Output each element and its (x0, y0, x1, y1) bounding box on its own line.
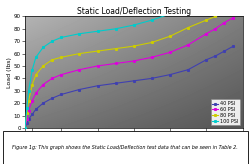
40 PSI (168, 74, 172, 76)
Line: 60 PSI: 60 PSI (24, 17, 234, 129)
40 PSI (150, 77, 154, 79)
100 PSI (42, 46, 45, 48)
100 PSI (78, 33, 81, 35)
Y-axis label: Load (lbs): Load (lbs) (8, 57, 12, 88)
100 PSI (25, 107, 28, 109)
Line: 80 PSI: 80 PSI (24, 9, 234, 129)
60 PSI (27, 110, 30, 112)
80 PSI (114, 48, 117, 50)
60 PSI (34, 92, 37, 94)
40 PSI (78, 89, 81, 91)
100 PSI (51, 40, 54, 42)
60 PSI (214, 28, 217, 30)
80 PSI (31, 84, 34, 86)
60 PSI (51, 77, 54, 79)
Legend: 40 PSI, 60 PSI, 80 PSI, 100 PSI: 40 PSI, 60 PSI, 80 PSI, 100 PSI (210, 99, 240, 125)
60 PSI (78, 69, 81, 71)
80 PSI (223, 12, 226, 14)
100 PSI (27, 90, 30, 92)
Title: Static Load/Deflection Testing: Static Load/Deflection Testing (77, 7, 191, 16)
40 PSI (214, 55, 217, 57)
80 PSI (205, 19, 208, 21)
60 PSI (168, 51, 172, 53)
60 PSI (25, 118, 28, 120)
100 PSI (60, 36, 63, 38)
80 PSI (78, 53, 81, 55)
40 PSI (25, 122, 28, 124)
40 PSI (27, 118, 30, 120)
60 PSI (223, 22, 226, 24)
60 PSI (96, 65, 99, 67)
40 PSI (60, 93, 63, 95)
80 PSI (24, 127, 26, 129)
40 PSI (31, 113, 34, 115)
60 PSI (31, 100, 34, 102)
100 PSI (34, 56, 37, 58)
60 PSI (186, 44, 190, 46)
80 PSI (214, 15, 217, 17)
80 PSI (168, 35, 172, 37)
80 PSI (96, 50, 99, 52)
100 PSI (168, 13, 172, 15)
100 PSI (150, 19, 154, 21)
X-axis label: Deflection (in): Deflection (in) (112, 138, 156, 144)
60 PSI (132, 60, 135, 62)
60 PSI (60, 74, 63, 76)
100 PSI (31, 69, 34, 71)
40 PSI (132, 80, 135, 82)
80 PSI (51, 59, 54, 61)
40 PSI (34, 108, 37, 110)
80 PSI (132, 45, 135, 47)
Line: 40 PSI: 40 PSI (24, 45, 234, 129)
40 PSI (24, 127, 26, 129)
100 PSI (96, 30, 99, 32)
100 PSI (24, 127, 26, 129)
60 PSI (24, 127, 26, 129)
60 PSI (205, 33, 208, 35)
60 PSI (150, 56, 154, 58)
Line: 100 PSI: 100 PSI (24, 0, 234, 129)
100 PSI (132, 24, 135, 26)
80 PSI (60, 56, 63, 58)
80 PSI (232, 9, 235, 11)
60 PSI (232, 17, 235, 19)
100 PSI (186, 6, 190, 8)
80 PSI (25, 112, 28, 114)
60 PSI (42, 84, 45, 86)
40 PSI (96, 85, 99, 87)
40 PSI (114, 82, 117, 84)
40 PSI (51, 97, 54, 99)
FancyBboxPatch shape (2, 131, 248, 164)
80 PSI (27, 100, 30, 102)
80 PSI (150, 41, 154, 43)
60 PSI (114, 62, 117, 64)
40 PSI (42, 102, 45, 104)
80 PSI (34, 74, 37, 76)
80 PSI (186, 27, 190, 29)
40 PSI (223, 50, 226, 52)
80 PSI (42, 65, 45, 67)
40 PSI (232, 45, 235, 47)
40 PSI (186, 69, 190, 71)
Text: Figure 1g: This graph shows the Static Load/Deflection test data that can be see: Figure 1g: This graph shows the Static L… (12, 145, 238, 150)
40 PSI (205, 59, 208, 61)
100 PSI (114, 28, 117, 30)
